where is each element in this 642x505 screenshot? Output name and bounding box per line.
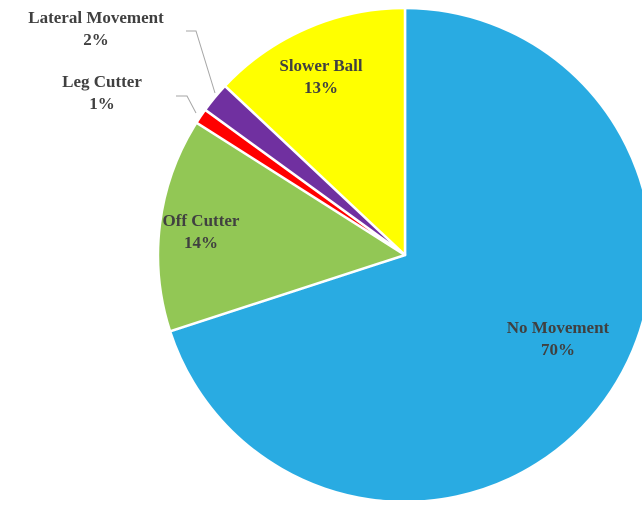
slice-label-name: Off Cutter [163,211,240,230]
slice-label-name: Lateral Movement [28,8,164,27]
leader-line-leg-cutter [176,95,197,114]
slice-label-off-cutter: Off Cutter 14% [163,211,240,252]
slice-label-no-movement: No Movement 70% [507,318,610,359]
slice-label-value: 14% [184,233,218,252]
slice-label-leg-cutter: Leg Cutter 1% [62,72,142,113]
slice-label-slower-ball: Slower Ball 13% [279,56,363,97]
pie-slices [156,6,642,504]
slice-label-lateral-movement: Lateral Movement 2% [28,8,164,49]
slice-label-name: Slower Ball [279,56,363,75]
slice-label-value: 2% [83,30,109,49]
slice-label-name: No Movement [507,318,610,337]
slice-labels: No Movement 70%Off Cutter 14%Leg Cutter 1%L… [28,8,609,359]
slice-label-name: Leg Cutter [62,72,142,91]
pie-slice-slower-ball [223,6,407,257]
slice-label-value: 70% [541,340,575,359]
pie-slice-off-cutter [156,121,407,333]
leader-line-lateral-movement [186,30,216,94]
slice-label-value: 1% [89,94,115,113]
slice-label-value: 13% [304,78,338,97]
leader-lines [176,30,216,114]
